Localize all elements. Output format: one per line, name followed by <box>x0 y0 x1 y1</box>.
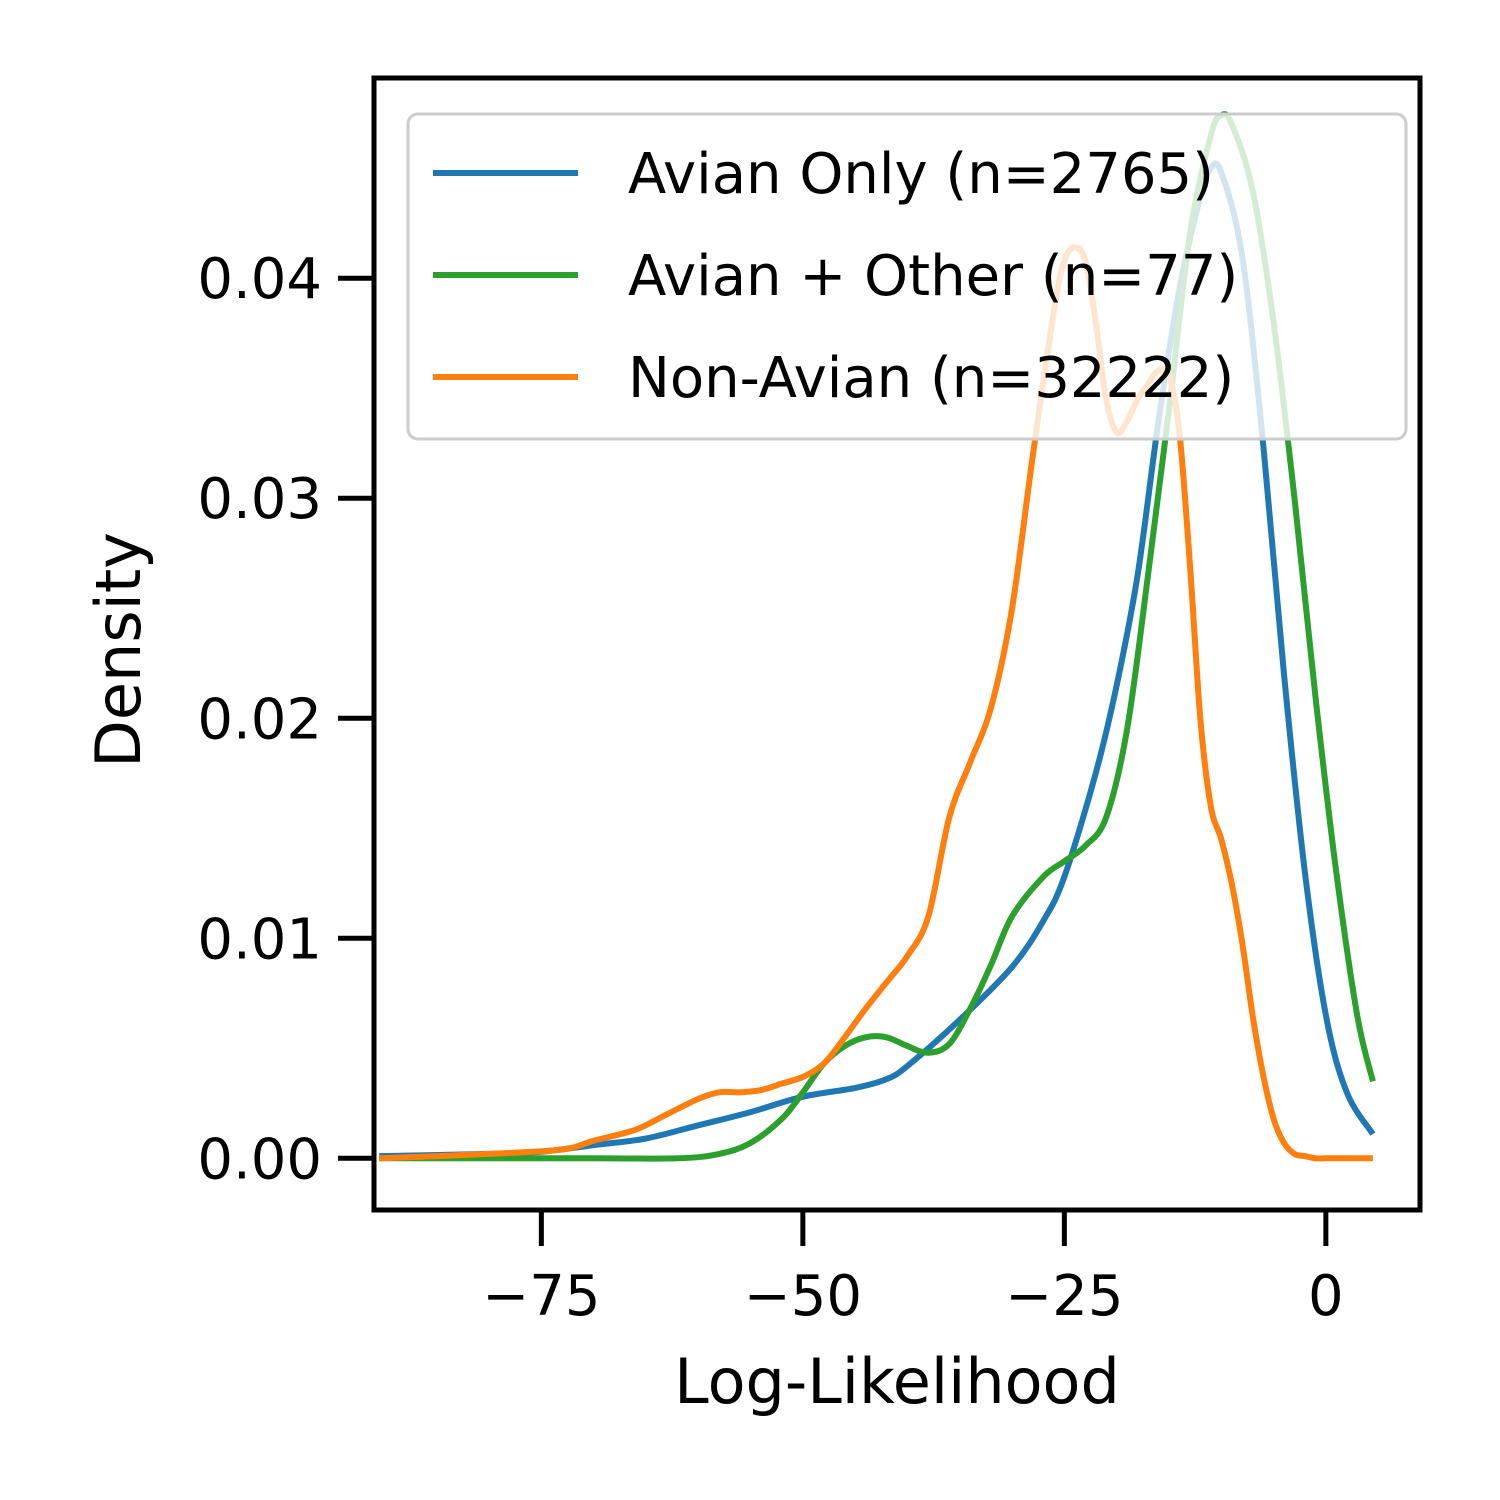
legend-label-1: Avian + Other (n=77) <box>628 244 1238 309</box>
legend-items: Avian Only (n=2765) Avian + Other (n=77) N… <box>433 142 1238 411</box>
plot-frame <box>371 75 1423 1213</box>
y-tick-label-4: 0.04 <box>197 247 322 312</box>
series-line-0 <box>379 160 1376 1160</box>
y-axis-label: Density <box>82 532 155 768</box>
legend-box <box>406 112 1408 441</box>
y-tick-label-2: 0.02 <box>197 687 322 752</box>
y-tick-label-1: 0.01 <box>197 907 322 972</box>
legend-label-0: Avian Only (n=2765) <box>628 142 1214 207</box>
legend: Avian Only (n=2765) Avian + Other (n=77) N… <box>406 112 1408 441</box>
x-axis-ticks: −75 −50 −25 0 <box>482 1210 1344 1329</box>
x-tick-label-1: −50 <box>744 1264 862 1329</box>
y-axis-ticks: 0.00 0.01 0.02 0.03 0.04 <box>197 247 374 1192</box>
x-axis-label: Log-Likelihood <box>674 1345 1120 1418</box>
x-tick-label-0: −75 <box>482 1264 600 1329</box>
y-tick-label-0: 0.00 <box>197 1127 322 1192</box>
y-tick-label-3: 0.03 <box>197 467 322 532</box>
legend-label-2: Non-Avian (n=32222) <box>628 346 1234 411</box>
x-tick-label-3: 0 <box>1308 1264 1344 1329</box>
x-tick-label-2: −25 <box>1005 1264 1123 1329</box>
